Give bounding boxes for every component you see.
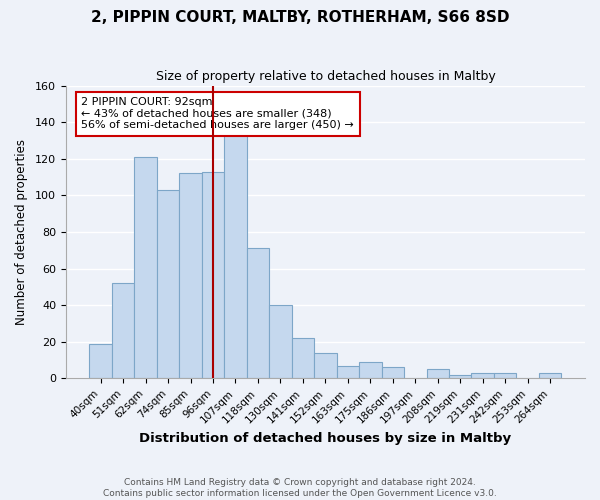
Bar xyxy=(359,362,382,378)
Text: 2 PIPPIN COURT: 92sqm
← 43% of detached houses are smaller (348)
56% of semi-det: 2 PIPPIN COURT: 92sqm ← 43% of detached … xyxy=(82,98,354,130)
Y-axis label: Number of detached properties: Number of detached properties xyxy=(15,139,28,325)
Bar xyxy=(179,174,202,378)
Text: 2, PIPPIN COURT, MALTBY, ROTHERHAM, S66 8SD: 2, PIPPIN COURT, MALTBY, ROTHERHAM, S66 … xyxy=(91,10,509,25)
Bar xyxy=(202,172,224,378)
Bar xyxy=(247,248,269,378)
Text: Contains HM Land Registry data © Crown copyright and database right 2024.
Contai: Contains HM Land Registry data © Crown c… xyxy=(103,478,497,498)
X-axis label: Distribution of detached houses by size in Maltby: Distribution of detached houses by size … xyxy=(139,432,511,445)
Bar xyxy=(269,305,292,378)
Bar xyxy=(382,368,404,378)
Bar xyxy=(494,373,517,378)
Bar xyxy=(134,157,157,378)
Bar xyxy=(292,338,314,378)
Bar xyxy=(157,190,179,378)
Bar xyxy=(472,373,494,378)
Title: Size of property relative to detached houses in Maltby: Size of property relative to detached ho… xyxy=(155,70,495,83)
Bar xyxy=(314,353,337,378)
Bar xyxy=(337,366,359,378)
Bar xyxy=(89,344,112,378)
Bar xyxy=(224,133,247,378)
Bar xyxy=(427,370,449,378)
Bar xyxy=(112,284,134,378)
Bar xyxy=(539,373,562,378)
Bar xyxy=(449,375,472,378)
